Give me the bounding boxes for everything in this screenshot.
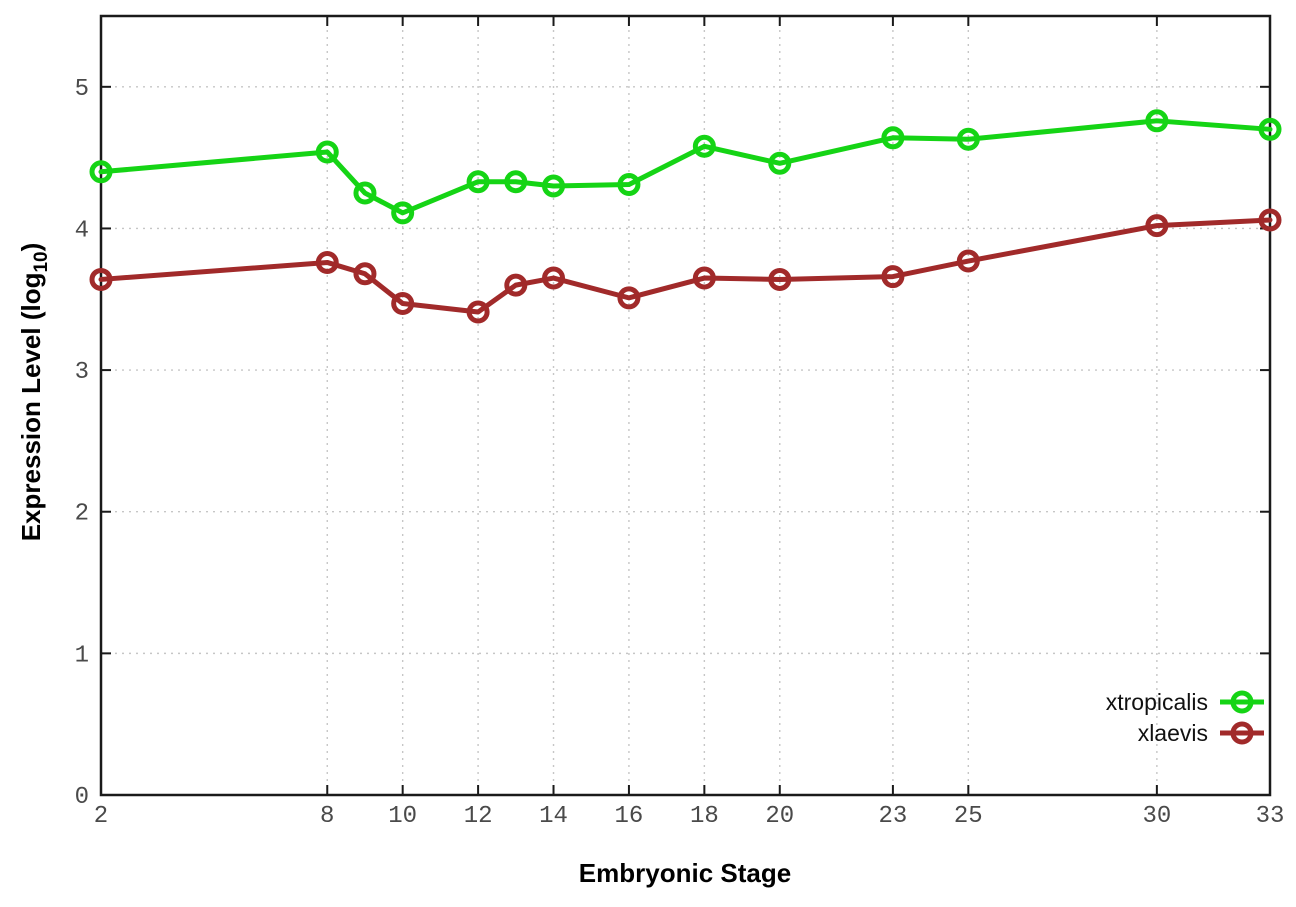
x-axis-label: Embryonic Stage — [579, 858, 791, 888]
plot-frame — [99, 14, 1272, 797]
marker-xlaevis-13 — [504, 273, 528, 297]
marker-xlaevis-33 — [1258, 208, 1282, 232]
marker-xlaevis-14 — [542, 266, 566, 290]
y-tick-label-4: 4 — [75, 217, 89, 244]
plot-border — [99, 14, 1272, 797]
x-tick-label-10: 10 — [388, 803, 417, 830]
legend-sample-marker-xtropicalis — [1230, 690, 1254, 714]
x-tick-label-25: 25 — [954, 803, 983, 830]
marker-xtropicalis-18 — [692, 134, 716, 158]
marker-xlaevis-20 — [768, 267, 792, 291]
legend-sample-marker-xlaevis — [1230, 721, 1254, 745]
marker-xlaevis-2 — [89, 267, 113, 291]
marker-xlaevis-30 — [1145, 214, 1169, 238]
marker-xlaevis-10 — [391, 292, 415, 316]
marker-xtropicalis-20 — [768, 151, 792, 175]
axis-labels: Embryonic Stage Expression Level (log10) — [16, 243, 791, 888]
x-tick-label-8: 8 — [320, 803, 334, 830]
x-tick-label-16: 16 — [615, 803, 644, 830]
marker-xtropicalis-33 — [1258, 117, 1282, 141]
marker-xtropicalis-2 — [89, 160, 113, 184]
data-series — [89, 109, 1282, 324]
x-tick-label-20: 20 — [765, 803, 794, 830]
marker-xtropicalis-10 — [391, 201, 415, 225]
x-tick-label-33: 33 — [1256, 803, 1285, 830]
x-tick-label-14: 14 — [539, 803, 568, 830]
series-line-xlaevis — [98, 217, 1273, 315]
legend-label-xlaevis: xlaevis — [1138, 720, 1208, 746]
marker-xlaevis-25 — [956, 249, 980, 273]
marker-xlaevis-18 — [692, 266, 716, 290]
marker-xtropicalis-12 — [466, 170, 490, 194]
marker-xlaevis-12 — [466, 300, 490, 324]
y-tick-label-0: 0 — [75, 784, 89, 811]
x-tick-label-18: 18 — [690, 803, 719, 830]
gridlines — [101, 16, 1270, 795]
marker-xlaevis-9 — [353, 262, 377, 286]
marker-xtropicalis-13 — [504, 170, 528, 194]
series-line-xtropicalis — [98, 118, 1273, 216]
marker-xlaevis-16 — [617, 286, 641, 310]
legend-label-xtropicalis: xtropicalis — [1106, 689, 1208, 715]
x-tick-label-12: 12 — [464, 803, 493, 830]
x-tick-label-30: 30 — [1142, 803, 1171, 830]
y-tick-label-1: 1 — [75, 642, 89, 669]
marker-xtropicalis-8 — [315, 140, 339, 164]
legend: xtropicalis xlaevis — [1106, 689, 1264, 746]
y-tick-label-3: 3 — [75, 359, 89, 386]
x-tick-label-2: 2 — [94, 803, 108, 830]
marker-xtropicalis-30 — [1145, 109, 1169, 133]
x-tick-label-23: 23 — [878, 803, 907, 830]
y-axis-label: Expression Level (log10) — [16, 243, 52, 542]
marker-xtropicalis-23 — [881, 126, 905, 150]
marker-xlaevis-23 — [881, 265, 905, 289]
y-tick-label-5: 5 — [75, 76, 89, 103]
marker-xtropicalis-9 — [353, 181, 377, 205]
marker-xlaevis-8 — [315, 250, 339, 274]
marker-xtropicalis-25 — [956, 127, 980, 151]
marker-xtropicalis-16 — [617, 173, 641, 197]
y-tick-label-2: 2 — [75, 501, 89, 528]
marker-xtropicalis-14 — [542, 174, 566, 198]
